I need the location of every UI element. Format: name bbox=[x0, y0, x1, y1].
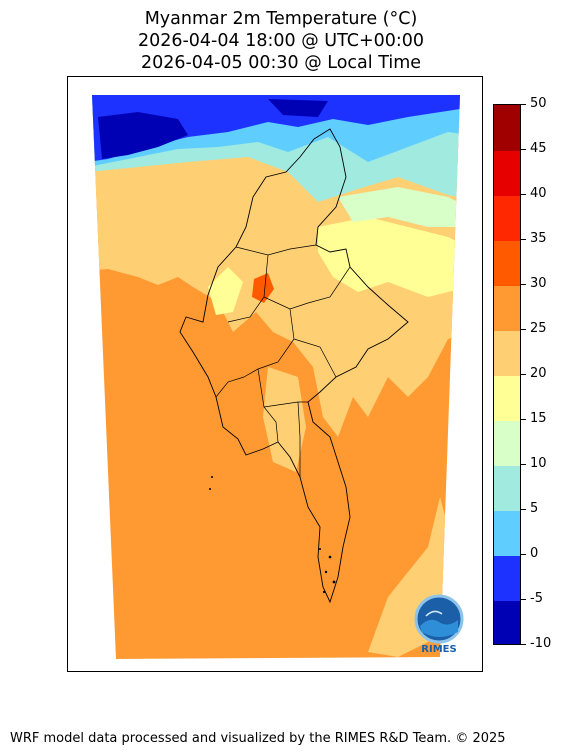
band-15-20-hills bbox=[208, 267, 243, 315]
colorbar-tick bbox=[521, 194, 526, 195]
band-10-15 bbox=[338, 187, 460, 227]
band-neg10-neg5 bbox=[98, 99, 328, 159]
colorbar-tick-label: 25 bbox=[530, 321, 547, 336]
footer-credit: WRF model data processed and visualized … bbox=[10, 731, 506, 746]
colorbar-band bbox=[494, 600, 520, 644]
colorbar-band bbox=[494, 330, 520, 376]
band-20-25-central bbox=[263, 367, 306, 472]
myanmar-border bbox=[179, 128, 409, 604]
colorbar-tick bbox=[521, 554, 526, 555]
colorbar-tick bbox=[521, 644, 526, 645]
rimes-logo: RIMES bbox=[408, 592, 470, 658]
colorbar-tick bbox=[521, 284, 526, 285]
colorbar-tick-label: 50 bbox=[530, 96, 547, 111]
colorbar-band bbox=[494, 510, 520, 557]
rimes-globe-icon bbox=[414, 594, 464, 644]
colorbar-band bbox=[494, 375, 520, 422]
colorbar-tick bbox=[521, 149, 526, 150]
colorbar-tick bbox=[521, 419, 526, 420]
colorbar-tick bbox=[521, 239, 526, 240]
band-neg5-0 bbox=[92, 95, 460, 161]
state-boundaries bbox=[215, 244, 351, 477]
rimes-logo-text: RIMES bbox=[421, 644, 457, 655]
colorbar-tick-label: 45 bbox=[530, 141, 547, 156]
colorbar-band bbox=[494, 105, 520, 151]
colorbar-band bbox=[494, 195, 520, 241]
islands bbox=[209, 476, 336, 594]
colorbar-band bbox=[494, 150, 520, 196]
colorbar-tick bbox=[521, 599, 526, 600]
colorbar-tick-label: 20 bbox=[530, 366, 547, 381]
colorbar-tick-label: 0 bbox=[530, 546, 539, 561]
colorbar-tick-label: 30 bbox=[530, 276, 547, 291]
colorbar-tick bbox=[521, 509, 526, 510]
colorbar-band bbox=[494, 420, 520, 467]
colorbar-tick-label: 40 bbox=[530, 186, 547, 201]
colorbar-band bbox=[494, 285, 520, 331]
colorbar-tick-label: 5 bbox=[530, 501, 539, 516]
colorbar-band bbox=[494, 240, 520, 286]
temperature-colorbar bbox=[493, 104, 521, 645]
colorbar-tick-label: -10 bbox=[530, 636, 552, 651]
map-title-line-3: 2026-04-05 00:30 @ Local Time bbox=[140, 53, 422, 73]
colorbar-tick bbox=[521, 329, 526, 330]
band-30-35 bbox=[252, 273, 274, 303]
colorbar-tick-label: 35 bbox=[530, 231, 547, 246]
colorbar-tick-label: 15 bbox=[530, 411, 547, 426]
temperature-field bbox=[92, 95, 460, 659]
band-15-20 bbox=[318, 217, 460, 297]
temperature-map bbox=[67, 76, 483, 672]
colorbar-tick bbox=[521, 464, 526, 465]
map-title-line-2: 2026-04-04 18:00 @ UTC+00:00 bbox=[137, 31, 425, 51]
colorbar-tick bbox=[521, 104, 526, 105]
colorbar-tick bbox=[521, 374, 526, 375]
colorbar-tick-label: 10 bbox=[530, 456, 547, 471]
colorbar-tick-label: -5 bbox=[530, 591, 543, 606]
map-title-line-1: Myanmar 2m Temperature (°C) bbox=[144, 9, 418, 29]
colorbar-band bbox=[494, 555, 520, 602]
colorbar-band bbox=[494, 465, 520, 512]
